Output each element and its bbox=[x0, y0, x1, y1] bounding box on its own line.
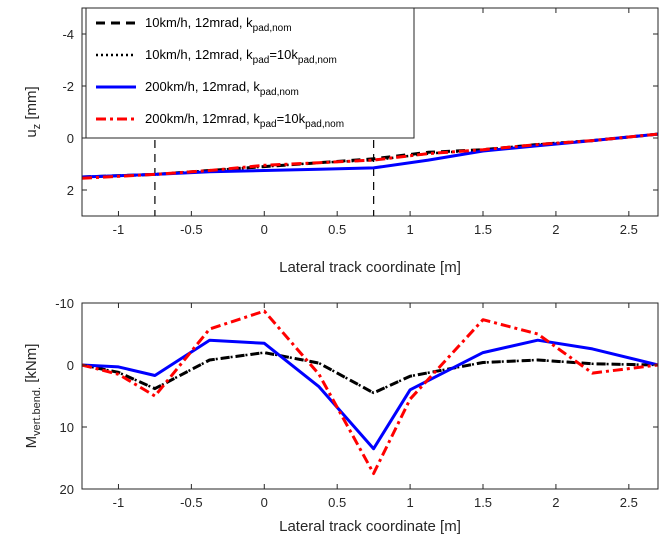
bottom-xtick-label: -0.5 bbox=[180, 495, 202, 510]
top-ytick-label: -2 bbox=[62, 79, 74, 94]
top-xtick-label: 1.5 bbox=[474, 222, 492, 237]
top-xtick-label: 0 bbox=[261, 222, 268, 237]
top-ytick-label: -4 bbox=[62, 27, 74, 42]
bottom-ylabel: Mvert.bend. [kNm] bbox=[23, 344, 43, 449]
top-ylabel: uz [mm] bbox=[23, 86, 43, 137]
top-xtick-label: -0.5 bbox=[180, 222, 202, 237]
bottom-ytick-label: 20 bbox=[60, 482, 74, 497]
bottom-xtick-label: 1.5 bbox=[474, 495, 492, 510]
legend-label-1: 10km/h, 12mrad, kpad,nom bbox=[145, 15, 292, 34]
legend-entry-2: 10km/h, 12mrad, kpad=10kpad,nom bbox=[96, 47, 337, 66]
top-xtick-label: -1 bbox=[113, 222, 125, 237]
bottom-xtick-label: -1 bbox=[113, 495, 125, 510]
bottom-ytick-label: 0 bbox=[67, 358, 74, 373]
top-xtick-label: 0.5 bbox=[328, 222, 346, 237]
bottom-panel: -1 -0.5 0 0.5 1 1.5 2 2.5 -10 0 10 20 Lateral track… bbox=[23, 296, 659, 535]
legend-box bbox=[85, 7, 415, 139]
bottom-xtick-label: 2.5 bbox=[620, 495, 638, 510]
top-xlabel: Lateral track coordinate [m] bbox=[279, 259, 461, 276]
bottom-ytick-label: -10 bbox=[55, 296, 74, 311]
bottom-xtick-label: 2 bbox=[552, 495, 559, 510]
legend-label-2: 10km/h, 12mrad, kpad=10kpad,nom bbox=[145, 47, 337, 66]
bottom-plot-area bbox=[82, 303, 658, 489]
legend-entry-4: 200km/h, 12mrad, kpad=10kpad,nom bbox=[96, 111, 344, 130]
bottom-xtick-label: 0.5 bbox=[328, 495, 346, 510]
top-ytick-label: 2 bbox=[67, 183, 74, 198]
top-ytick-label: 0 bbox=[67, 131, 74, 146]
bottom-series-2-line bbox=[81, 351, 659, 395]
bottom-ytick-label: 10 bbox=[60, 420, 74, 435]
top-xtick-label: 2 bbox=[552, 222, 559, 237]
bottom-plot-frame bbox=[81, 302, 659, 490]
legend-label-4: 200km/h, 12mrad, kpad=10kpad,nom bbox=[145, 111, 344, 130]
top-xtick-label: 2.5 bbox=[620, 222, 638, 237]
legend: 10km/h, 12mrad, kpad,nom 10km/h, 12mrad,… bbox=[85, 7, 415, 139]
legend-label-3: 200km/h, 12mrad, kpad,nom bbox=[145, 79, 299, 98]
legend-entry-1: 10km/h, 12mrad, kpad,nom bbox=[96, 15, 292, 34]
bottom-series-4-line bbox=[81, 309, 659, 475]
bottom-xlabel: Lateral track coordinate [m] bbox=[279, 518, 461, 535]
bottom-xtick-label: 0 bbox=[261, 495, 268, 510]
top-xtick-label: 1 bbox=[406, 222, 413, 237]
legend-entry-3: 200km/h, 12mrad, kpad,nom bbox=[96, 79, 299, 98]
top-series-4-line bbox=[81, 132, 659, 180]
bottom-xtick-label: 1 bbox=[406, 495, 413, 510]
